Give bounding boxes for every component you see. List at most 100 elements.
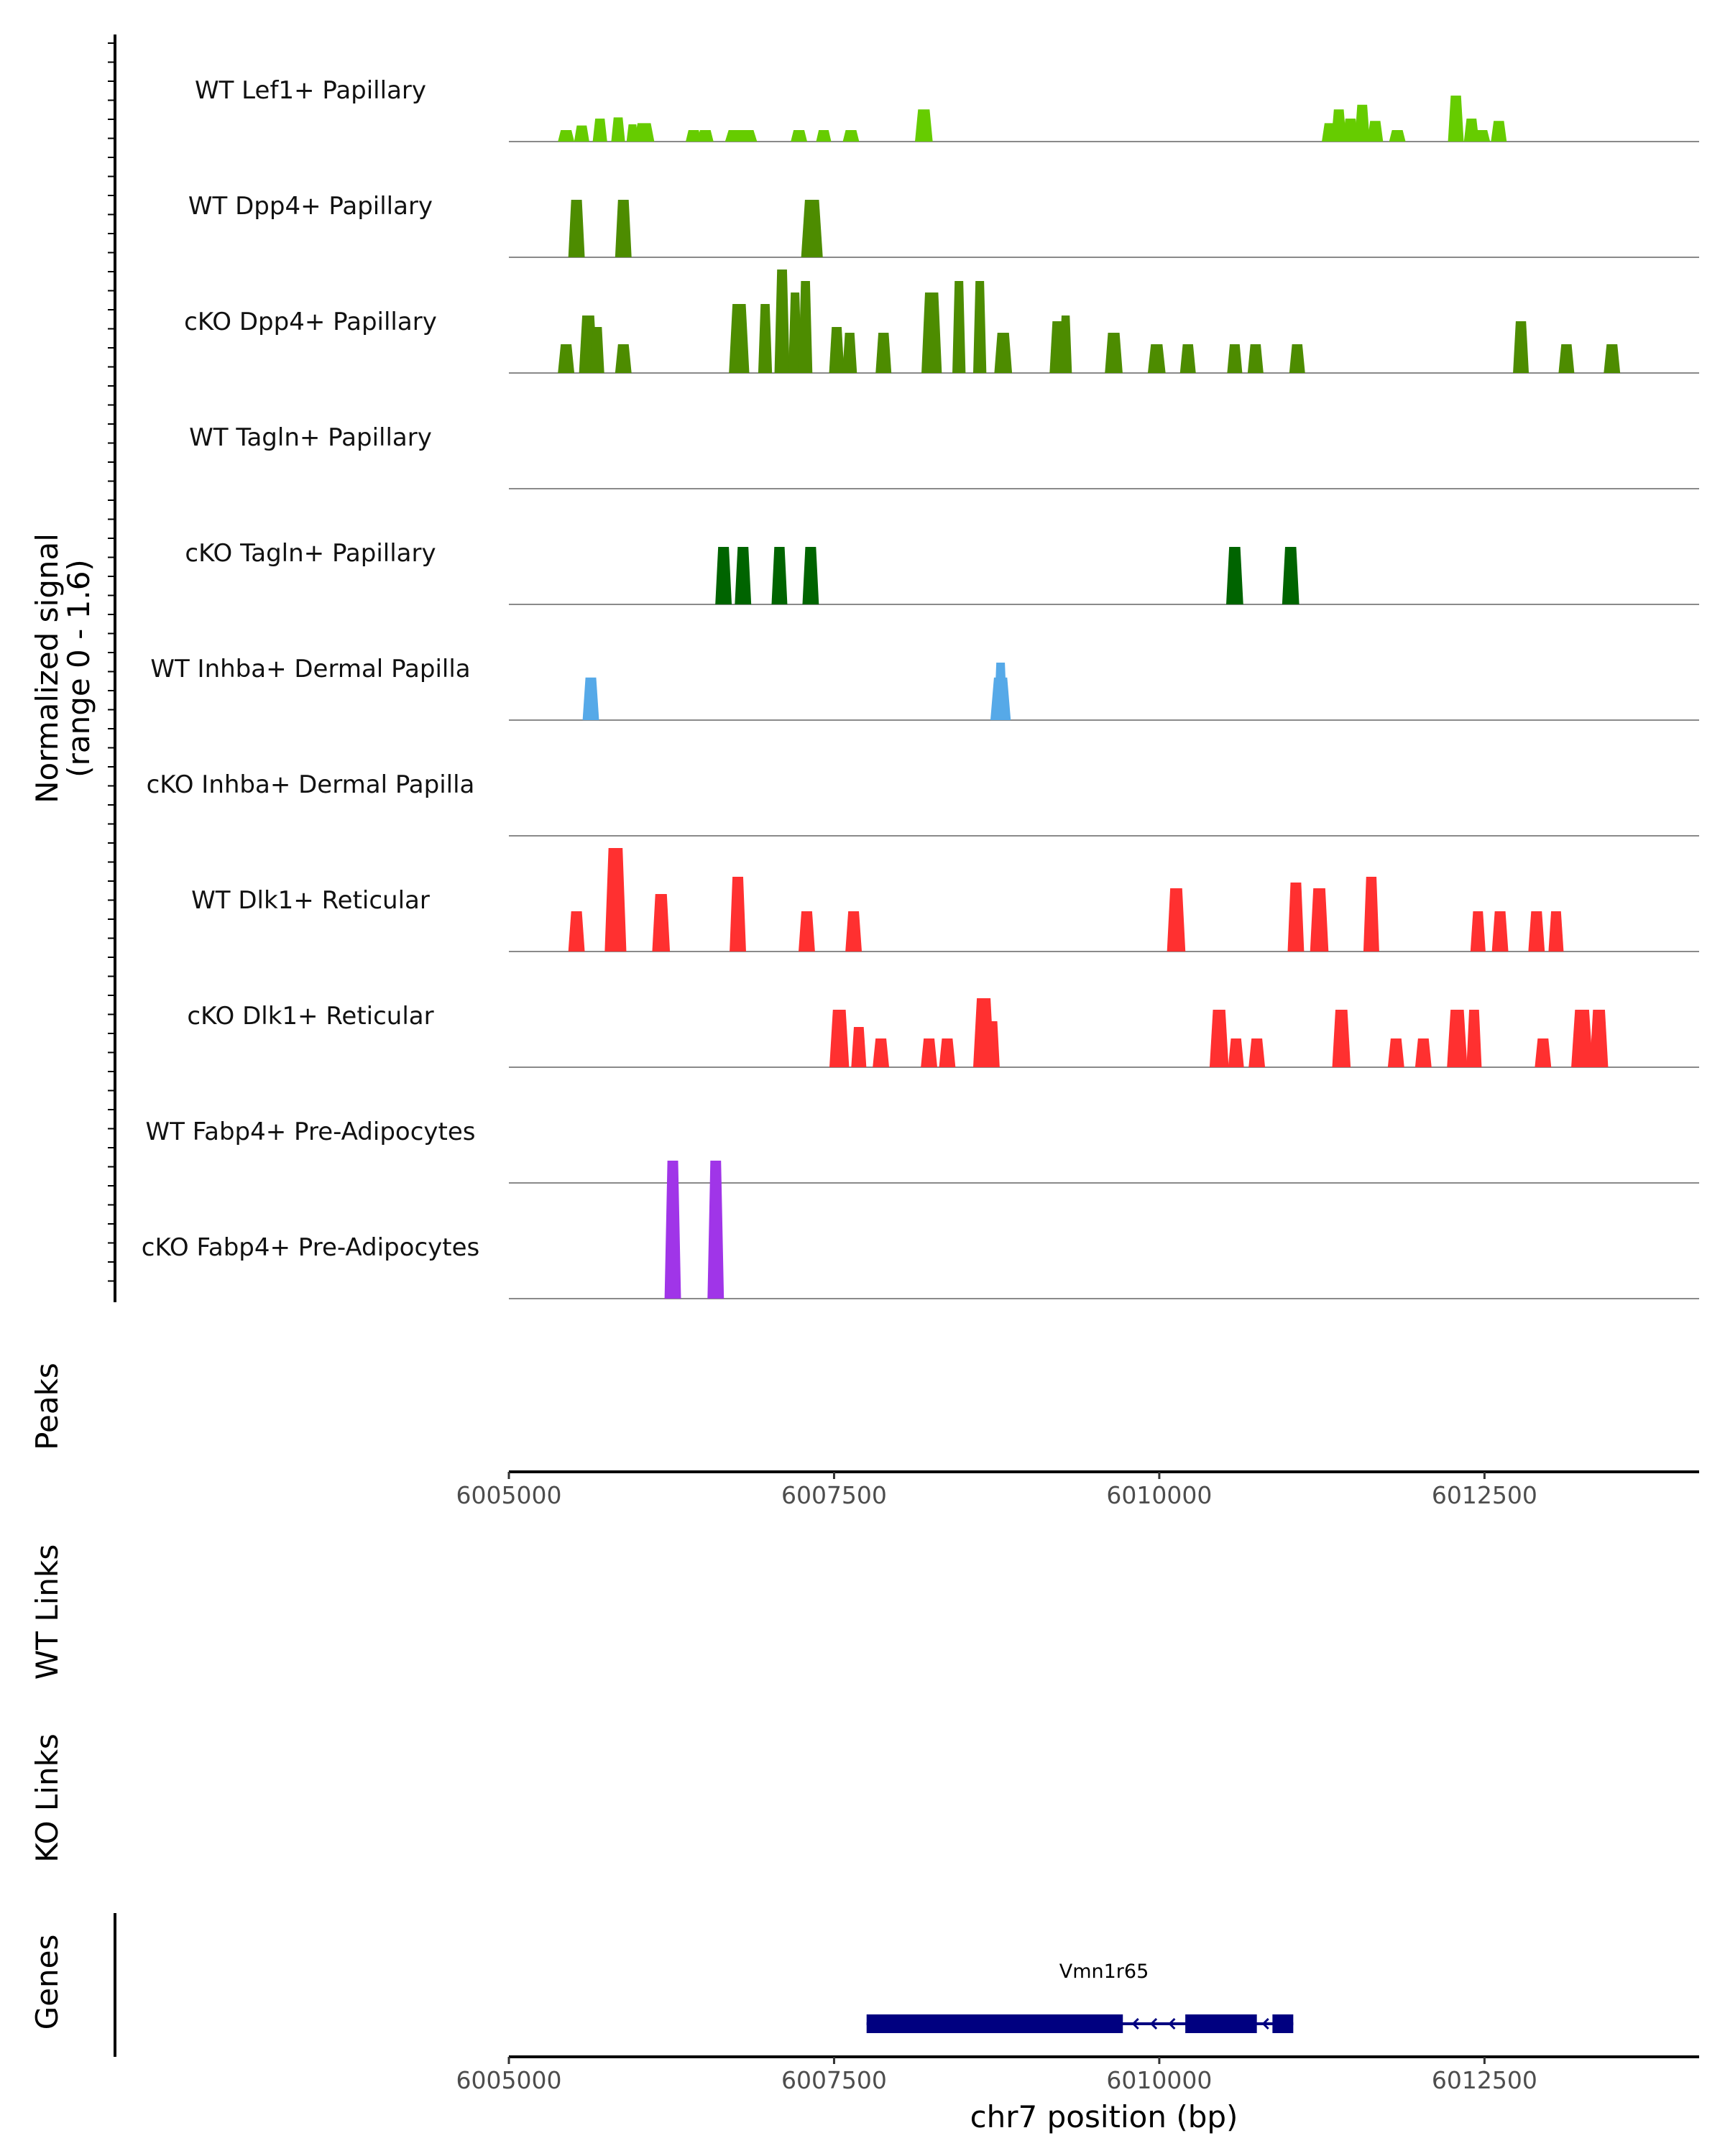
- signal-peak: [851, 1027, 867, 1067]
- signal-peak: [1179, 344, 1196, 373]
- x-tick-label: 6012500: [1432, 1481, 1537, 1509]
- signal-peak: [842, 333, 857, 373]
- coverage-y-axis-label-line1: Normalized signal: [29, 533, 65, 803]
- signal-peak: [1548, 911, 1564, 952]
- ko-links-panel-label: KO Links: [29, 1733, 65, 1863]
- track-2: WT Dpp4+ Papillary: [188, 192, 1699, 258]
- track-label: WT Dlk1+ Reticular: [191, 886, 430, 915]
- track-label: cKO Dlk1+ Reticular: [187, 1002, 433, 1031]
- signal-peak: [696, 130, 714, 142]
- gene-name-label: Vmn1r65: [1059, 1961, 1149, 1983]
- signal-peak: [873, 1038, 890, 1067]
- track-label: WT Inhba+ Dermal Papilla: [150, 655, 470, 683]
- signal-peak: [737, 130, 758, 142]
- signal-peak: [1354, 104, 1370, 142]
- strand-arrow: [1149, 2017, 1158, 2030]
- gene-exon: [1272, 2014, 1294, 2033]
- signal-peak: [952, 281, 966, 373]
- signal-peak: [1389, 130, 1406, 142]
- signal-peak: [829, 327, 845, 373]
- signal-peak: [1332, 1010, 1351, 1067]
- gene-model: [866, 2014, 1294, 2033]
- gene-exon: [1185, 2014, 1257, 2033]
- signal-peak: [1059, 315, 1072, 373]
- signal-peak: [592, 119, 607, 142]
- signal-peak: [615, 200, 632, 257]
- signal-peak: [664, 1161, 681, 1299]
- signal-peak: [816, 130, 832, 142]
- signal-peak: [1470, 911, 1486, 952]
- signal-peak: [735, 547, 752, 604]
- signal-peak: [788, 292, 802, 373]
- signal-peak: [611, 117, 625, 142]
- peaks-panel-label: Peaks: [29, 1363, 65, 1450]
- signal-peak: [611, 860, 625, 952]
- signal-peak: [1491, 911, 1509, 952]
- signal-peak: [652, 894, 671, 952]
- x-tick-label: 6007500: [781, 1481, 887, 1509]
- x-tick-label: 6007500: [781, 2066, 887, 2094]
- signal-peak: [1282, 547, 1300, 604]
- signal-peak: [1167, 888, 1186, 952]
- signal-peak: [801, 200, 823, 257]
- signal-peak: [715, 547, 732, 604]
- track-label: WT Dpp4+ Papillary: [188, 192, 433, 221]
- signal-peak: [558, 344, 575, 373]
- gene-exon: [866, 2014, 1123, 2033]
- signal-peak: [1513, 321, 1530, 373]
- coverage-y-axis-label-line2: (range 0 - 1.6): [61, 559, 96, 778]
- signal-peak: [1604, 344, 1621, 373]
- track-label: WT Lef1+ Papillary: [195, 76, 426, 105]
- x-tick-label: 6010000: [1106, 2066, 1212, 2094]
- signal-peak: [1414, 1038, 1432, 1067]
- track-7: cKO Inhba+ Dermal Papilla: [147, 770, 1699, 837]
- x-tick-label: 6005000: [456, 1481, 562, 1509]
- signal-peak: [634, 123, 655, 142]
- track-label: cKO Dpp4+ Papillary: [184, 308, 437, 336]
- signal-peak: [915, 109, 933, 142]
- coverage-tracks: WT Lef1+ Papillary WT Dpp4+ Papillary cKO …: [142, 76, 1699, 1299]
- genes-panel-label: Genes: [29, 1935, 65, 2030]
- signal-peak: [939, 1038, 956, 1067]
- track-3: cKO Dpp4+ Papillary: [184, 270, 1699, 374]
- signal-peak: [1447, 1010, 1468, 1067]
- signal-peak: [799, 911, 815, 952]
- signal-peak: [707, 1161, 724, 1299]
- track-label: WT Fabp4+ Pre-Adipocytes: [146, 1118, 476, 1146]
- signal-peak: [993, 663, 1008, 720]
- signal-peak: [985, 1021, 1000, 1067]
- track-9: cKO Dlk1+ Reticular: [187, 998, 1699, 1068]
- signal-peak: [1473, 130, 1491, 142]
- signal-peak: [845, 911, 862, 952]
- signal-peak: [1535, 1038, 1552, 1067]
- signal-peak: [1287, 883, 1305, 952]
- signal-peak: [568, 911, 585, 952]
- signal-peak: [1367, 121, 1384, 142]
- signal-peak: [1571, 1010, 1593, 1067]
- signal-peak: [1226, 547, 1243, 604]
- track-11: cKO Fabp4+ Pre-Adipocytes: [142, 1161, 1699, 1299]
- signal-peak: [615, 344, 632, 373]
- signal-peak: [1466, 1010, 1482, 1067]
- signal-peak: [1589, 1010, 1609, 1067]
- signal-peak: [1331, 109, 1347, 142]
- strand-arrow: [1168, 2017, 1176, 2030]
- signal-peak: [791, 130, 808, 142]
- signal-peak: [1289, 344, 1305, 373]
- signal-peak: [1491, 121, 1507, 142]
- signal-peak: [686, 130, 702, 142]
- signal-peak: [1528, 911, 1545, 952]
- signal-peak: [1363, 877, 1379, 952]
- signal-peak: [771, 547, 788, 604]
- signal-peak: [1105, 333, 1123, 373]
- coverage-y-ticks: [108, 42, 115, 1282]
- signal-peak: [842, 130, 860, 142]
- signal-peak: [1248, 1038, 1266, 1067]
- signal-peak: [972, 281, 987, 373]
- genes-x-axis-ticks: 6005000 6007500 6010000 6012500: [456, 2057, 1537, 2094]
- signal-peak: [994, 333, 1013, 373]
- peaks-x-axis-ticks: 6005000 6007500 6010000 6012500: [456, 1472, 1537, 1509]
- x-tick-label: 6005000: [456, 2066, 562, 2094]
- signal-peak: [921, 1038, 938, 1067]
